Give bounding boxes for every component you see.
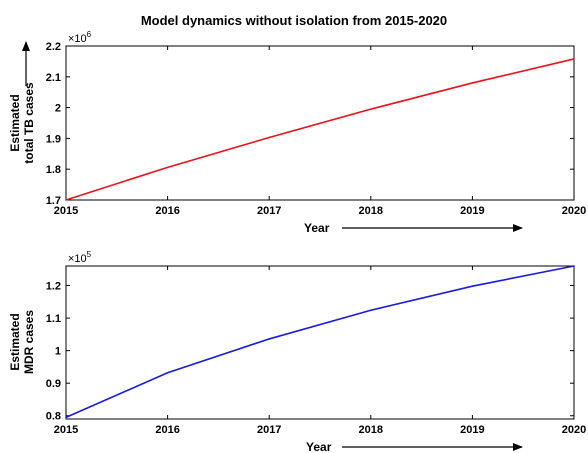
top-data-point [573, 58, 575, 60]
bottom-y-tick-label: 0.8 [46, 411, 61, 423]
bottom-y-tick-label: 1 [55, 346, 61, 358]
bottom-data-point [471, 285, 474, 287]
top-data-point [166, 166, 169, 169]
top-series [65, 58, 575, 201]
top-x-label: Year [304, 221, 330, 235]
top-data-point [268, 136, 271, 139]
top-y-tick-label: 1.9 [46, 133, 61, 145]
top-series-line [65, 58, 575, 201]
bottom-x-tick-label: 2017 [257, 424, 281, 436]
top-x-tick-label: 2019 [460, 205, 484, 217]
bottom-x-tick-label: 2020 [562, 424, 586, 436]
bottom-data-point [370, 309, 372, 312]
bottom-x-tick-label: 2016 [155, 424, 179, 436]
bottom-data-point [268, 338, 271, 340]
bottom-plot-area [65, 265, 575, 420]
bottom-series-line [65, 265, 575, 419]
bottom-x-tick-label: 2018 [359, 424, 383, 436]
bottom-data-point [573, 265, 575, 267]
top-y-tick-label: 1.7 [46, 195, 61, 207]
bottom-y-ticks: 0.8 0.9 1 1.1 1.2 [46, 281, 574, 423]
top-y-tick-label: 2 [55, 103, 61, 115]
top-y-tick-label: 2.2 [46, 41, 61, 53]
bottom-x-tick-label: 2015 [54, 424, 78, 436]
bottom-y-tick-label: 0.9 [46, 378, 61, 390]
bottom-y-tick-label: 1.1 [46, 313, 61, 325]
bottom-series [65, 265, 575, 419]
bottom-panel: 0.8 0.9 1 1.1 1.2 2015 2016 2017 2018 2019 2020 ×… [8, 250, 586, 453]
chart-title: Model dynamics without isolation from 20… [141, 13, 447, 28]
bottom-y-label-line2: MDR cases [22, 310, 36, 374]
top-y-ticks: 1.7 1.8 1.9 2 2.1 2.2 [46, 41, 574, 207]
top-y-label-line2: total TB cases [22, 82, 36, 164]
top-x-tick-label: 2016 [155, 205, 179, 217]
bottom-multiplier: ×105 [68, 250, 92, 265]
bottom-x-tick-label: 2019 [460, 424, 484, 436]
top-multiplier: ×106 [68, 30, 92, 45]
bottom-data-point [65, 416, 67, 419]
top-x-tick-label: 2015 [54, 205, 78, 217]
top-y-tick-label: 1.8 [46, 164, 61, 176]
bottom-y-tick-label: 1.2 [46, 281, 61, 293]
bottom-y-label-line1: Estimated [8, 313, 22, 370]
top-y-label-line1: Estimated [8, 94, 22, 151]
bottom-x-ticks: 2015 2016 2017 2018 2019 2020 [54, 266, 586, 436]
top-data-point [65, 199, 67, 201]
top-y-tick-label: 2.1 [46, 72, 61, 84]
top-data-point [370, 108, 372, 110]
top-data-point [471, 82, 474, 84]
top-x-tick-label: 2017 [257, 205, 281, 217]
bottom-x-label: Year [306, 440, 332, 453]
top-x-tick-label: 2018 [359, 205, 383, 217]
bottom-data-point [166, 371, 169, 374]
top-panel: 1.7 1.8 1.9 2 2.1 2.2 2015 2016 2017 2018 2019 202… [8, 30, 586, 235]
top-x-tick-label: 2020 [562, 205, 586, 217]
top-x-ticks: 2015 2016 2017 2018 2019 2020 [54, 46, 586, 217]
